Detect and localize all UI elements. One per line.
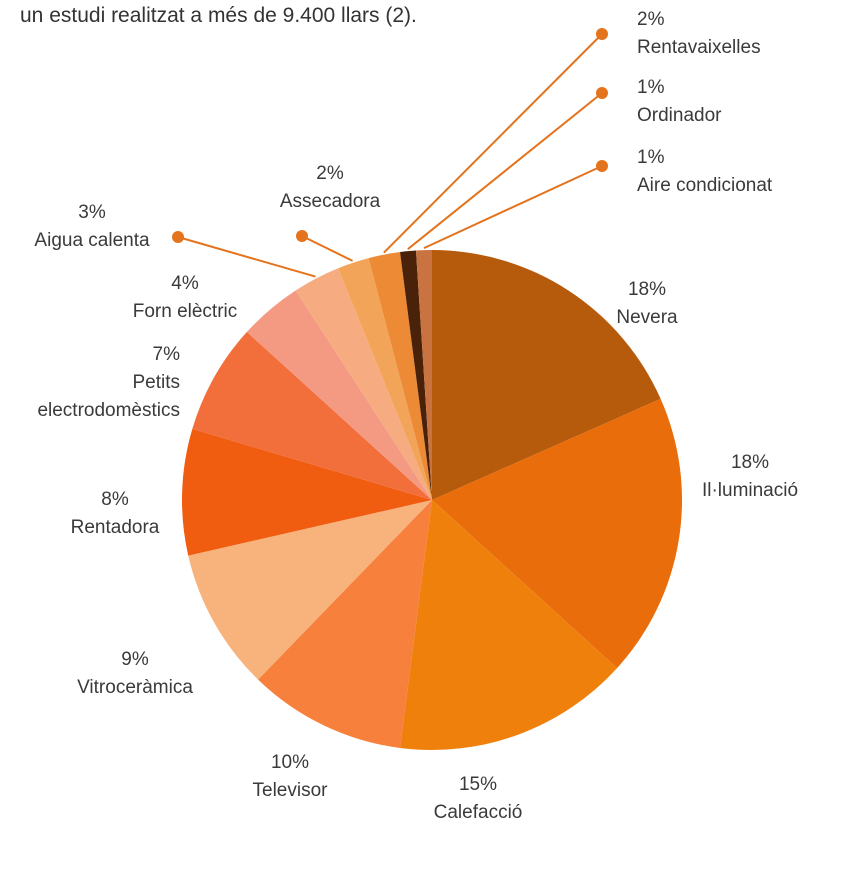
value-label: 18% — [640, 449, 860, 477]
leader-dot — [596, 28, 608, 40]
value-label: 15% — [368, 771, 588, 799]
category-label: Vitroceràmica — [25, 674, 245, 702]
leader-dot — [596, 87, 608, 99]
category-label: Aire condicionat — [637, 172, 857, 200]
leader-dot — [296, 230, 308, 242]
category-label: Rentavaixelles — [637, 34, 857, 62]
value-label: 1% — [637, 74, 857, 102]
value-label: 1% — [637, 144, 857, 172]
category-label: Rentadora — [5, 514, 225, 542]
category-label: Forn elèctric — [75, 298, 295, 326]
value-label: 3% — [0, 199, 202, 227]
category-label: Aigua calenta — [0, 227, 202, 255]
value-label: 4% — [75, 270, 295, 298]
category-label: Nevera — [537, 304, 757, 332]
category-label: Il·luminació — [640, 477, 860, 505]
value-label: 18% — [537, 276, 757, 304]
value-label: 2% — [637, 6, 857, 34]
category-label: Assecadora — [220, 188, 440, 216]
value-label: 10% — [180, 749, 400, 777]
leader-line — [384, 34, 602, 253]
value-label: 2% — [220, 160, 440, 188]
category-label: Calefacció — [368, 799, 588, 827]
category-label: Ordinador — [637, 102, 857, 130]
value-label: 7% — [10, 341, 180, 369]
category-label: Petits electrodomèstics — [10, 369, 180, 425]
value-label: 9% — [25, 646, 245, 674]
page: un estudi realitzat a més de 9.400 llars… — [0, 0, 862, 872]
leader-line — [302, 236, 353, 261]
leader-dot — [596, 160, 608, 172]
chart — [0, 0, 862, 872]
leader-line — [424, 166, 602, 248]
value-label: 8% — [5, 486, 225, 514]
category-label: Televisor — [180, 777, 400, 805]
